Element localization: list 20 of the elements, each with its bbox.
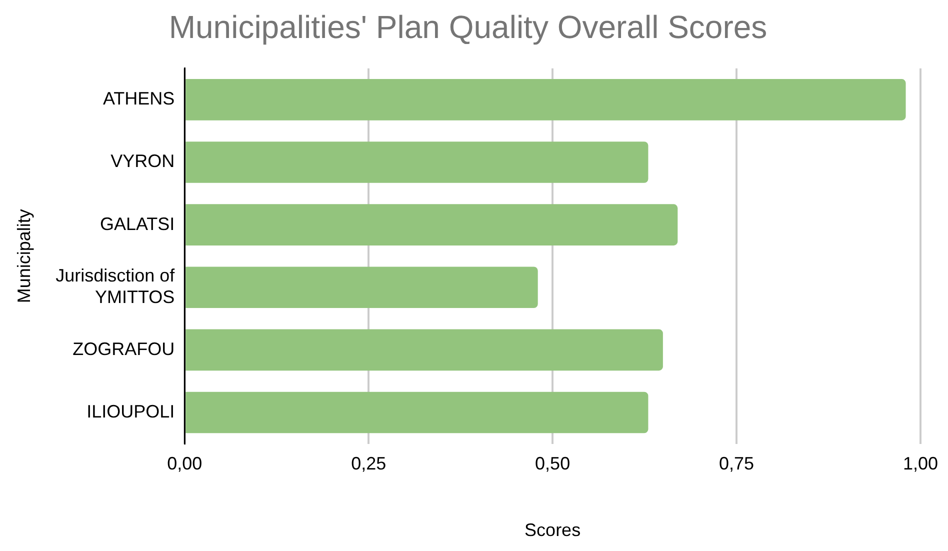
bar: [186, 204, 678, 246]
x-tick-label: 0,50: [535, 454, 570, 474]
x-tick-label: 0,75: [719, 454, 754, 474]
y-axis-title: Municipality: [14, 209, 34, 304]
y-tick-label: ATHENS: [102, 88, 175, 109]
x-tick-label: 0,00: [167, 454, 202, 474]
y-tick-label: ZOGRAFOU: [72, 338, 175, 359]
x-tick-label: 1,00: [902, 454, 938, 474]
y-tick-label: VYRON: [110, 151, 175, 172]
bar: [186, 142, 648, 183]
y-tick-label: GALATSI: [100, 214, 175, 234]
bar: [186, 266, 538, 308]
y-tick-label: ILIOUPOLI: [86, 401, 175, 422]
x-tick-label: 0,25: [351, 454, 386, 474]
bar: [186, 79, 906, 120]
y-tick-label: Jurisdisction of YMITTOS: [56, 266, 176, 308]
bar: [186, 392, 648, 434]
chart-title: Municipalities' Plan Quality Overall Scores: [168, 9, 768, 46]
x-axis-title: Scores: [524, 520, 581, 540]
bar: [186, 329, 663, 371]
